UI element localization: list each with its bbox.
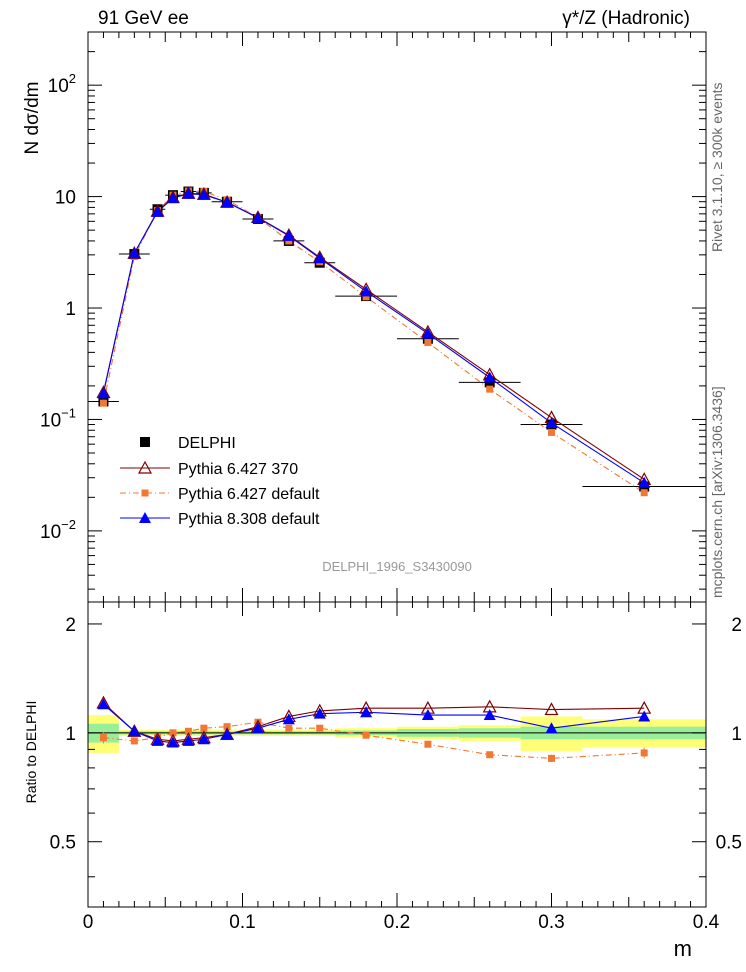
ratio-pythia6-default-point — [316, 724, 324, 732]
ratio-y-tick-label-right: 2 — [731, 615, 742, 636]
x-tick-label: 0.3 — [538, 912, 564, 933]
ratio-pythia6-default-point — [486, 751, 494, 759]
series-pythia6-default-point — [99, 399, 107, 407]
series-pythia8-default-point — [182, 187, 195, 199]
main-y-axis-label: N dσ/dm — [22, 82, 43, 155]
legend-marker — [141, 489, 149, 497]
ratio-pythia6-default-point — [362, 731, 370, 739]
ratio-pythia6-default-point — [424, 740, 432, 748]
ratio-y-tick-label-left: 1 — [65, 724, 76, 745]
ratio-pythia8-default-point — [251, 722, 264, 734]
main-y-tick-exp: −1 — [61, 405, 76, 420]
main-y-tick-label: 1 — [65, 299, 76, 320]
main-y-tick-label: 10−1 — [40, 405, 76, 431]
x-tick-label: 0.4 — [693, 912, 720, 933]
main-y-tick-label: 102 — [48, 71, 76, 97]
series-pythia8-default-point — [638, 476, 651, 488]
series-pythia8-default-point — [313, 252, 326, 264]
series-pythia6-default-point — [362, 293, 370, 301]
ratio-plot-frame — [87, 601, 707, 908]
ratio-pythia8-default-point — [221, 728, 234, 740]
series-pythia8-default-point — [421, 327, 434, 339]
ratio-pythia6-default-point — [640, 749, 648, 757]
main-y-tick-base: 10 — [48, 76, 69, 97]
ratio-pythia8-default-point — [128, 725, 141, 737]
ratio-pythia8-default-point — [151, 734, 164, 746]
header-right-label: γ*/Z (Hadronic) — [562, 8, 690, 29]
ratio-pythia6-default-point — [184, 727, 192, 735]
series-pythia6-default-point — [548, 428, 555, 436]
legend-marker — [137, 460, 153, 474]
ratio-pythia8-default-point — [97, 698, 110, 710]
main-y-tick-base: 1 — [65, 299, 76, 320]
ratio-pythia8-default-point — [182, 734, 195, 746]
legend-label: Pythia 8.308 default — [178, 511, 320, 528]
main-y-tick-base: 10 — [40, 410, 61, 431]
ratio-pythia6-default-point — [200, 724, 208, 732]
ratio-pythia8-default-point — [545, 722, 558, 734]
ratio-pythia6-default-point — [285, 724, 293, 732]
ratio-y-tick-label-right: 0.5 — [716, 833, 742, 854]
series-pythia8-default-point — [483, 371, 496, 383]
ratio-pythia8-default-point — [421, 709, 434, 721]
series-pythia8-default-point — [221, 196, 234, 208]
series-pythia8-default-point — [97, 387, 110, 399]
legend-label: DELPHI — [178, 435, 236, 452]
series-delphi-point — [422, 333, 433, 344]
main-y-tick-exp: 2 — [69, 71, 76, 86]
main-y-tick-label: 10−2 — [40, 517, 76, 543]
series-pythia8-default-point — [128, 247, 141, 259]
ratio-pythia8-default-point — [313, 707, 326, 719]
ratio-pythia6-default-point — [548, 754, 555, 762]
ratio-pythia6-default-point — [130, 737, 138, 745]
main-y-tick-exp: −2 — [61, 517, 76, 532]
ratio-pythia6-default-point — [169, 729, 177, 737]
series-pythia8-default-point — [151, 205, 164, 217]
series-pythia6-default-point — [285, 237, 293, 245]
series-pythia8-default-point — [545, 416, 558, 428]
main-y-tick-label: 10 — [55, 188, 76, 209]
legend-marker — [139, 512, 151, 523]
watermark: DELPHI_1996_S3430090 — [322, 559, 472, 574]
ratio-pythia8-default-point — [360, 706, 373, 718]
legend-label: Pythia 6.427 default — [178, 486, 320, 503]
rivet-label: Rivet 3.1.10, ≥ 300k events — [709, 82, 725, 252]
legend: DELPHI Pythia 6.427 370 Pythia 6.427 defau… — [120, 435, 320, 528]
x-tick-label: 0.1 — [229, 912, 255, 933]
ratio-pythia6-default-point — [99, 734, 107, 742]
series-pythia8-default-point — [282, 229, 295, 241]
series-pythia8-default-point — [251, 211, 264, 223]
legend-marker — [140, 437, 150, 447]
series-pythia6-default-point — [640, 489, 648, 497]
ratio-pythia6-default-point — [223, 723, 231, 731]
ratio-y-tick-label-right: 1 — [731, 724, 742, 745]
ratio-pythia8-default-point — [638, 710, 651, 722]
series-pythia6-default-point — [424, 339, 432, 347]
x-tick-label: 0.2 — [384, 912, 410, 933]
ratio-y-axis-label: Ratio to DELPHI — [23, 701, 39, 804]
header-left-label: 91 GeV ee — [98, 8, 189, 29]
series-pythia8-default-point — [166, 192, 179, 204]
main-y-tick-base: 10 — [55, 188, 76, 209]
x-axis-label: m — [674, 936, 692, 961]
series-pythia8-default-point — [197, 188, 210, 200]
ratio-pythia8-default-point — [197, 733, 210, 745]
ratio-pythia8-default-point — [166, 736, 179, 748]
x-tick-label: 0 — [83, 912, 94, 933]
ratio-pythia6-370-point — [544, 702, 559, 716]
legend-label: Pythia 6.427 370 — [178, 461, 298, 478]
ratio-pythia8-default-point — [282, 713, 295, 725]
mcplots-label: mcplots.cern.ch [arXiv:1306.3436] — [709, 386, 725, 598]
ratio-y-tick-label-left: 0.5 — [50, 833, 76, 854]
series-pythia8-default-point — [360, 285, 373, 297]
ratio-pythia8-default-point — [483, 709, 496, 721]
series-pythia6-default-point — [486, 385, 494, 393]
ratio-y-tick-label-left: 2 — [65, 615, 76, 636]
main-y-tick-base: 10 — [40, 522, 61, 543]
